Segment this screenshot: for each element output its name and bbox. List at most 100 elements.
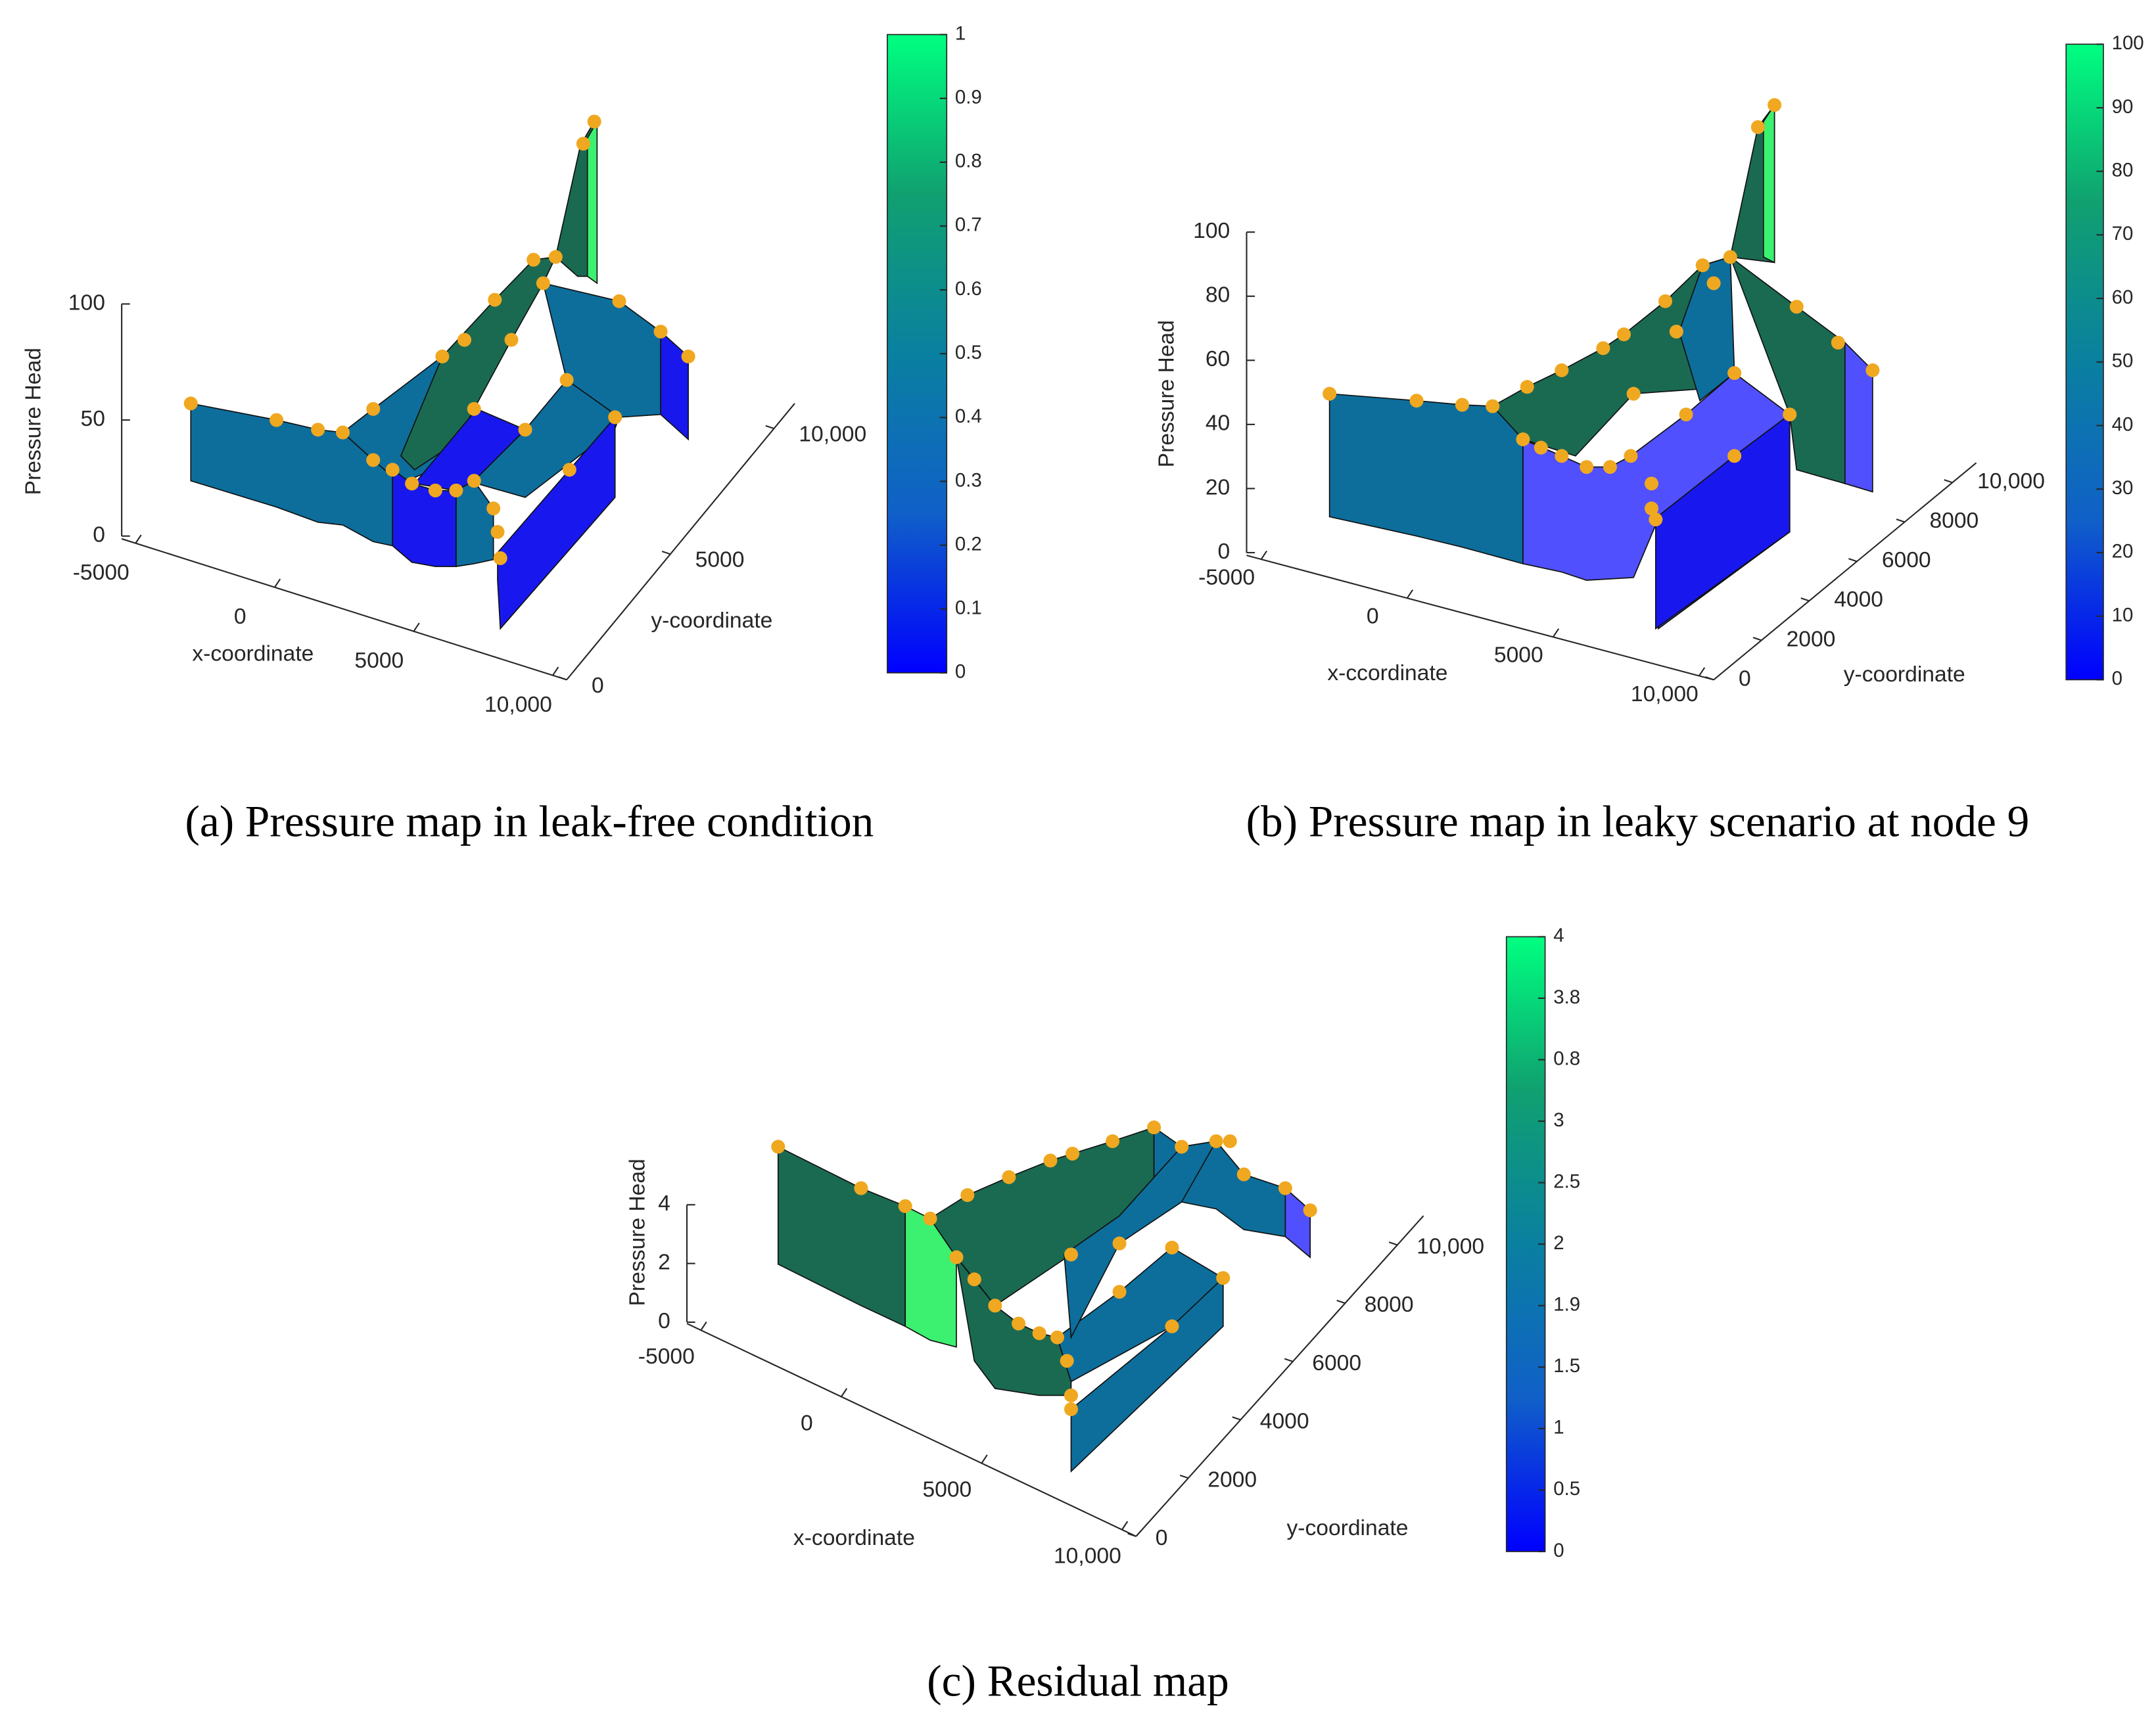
x-axis-label: x-coordinate: [192, 641, 314, 666]
colorbar-tick-label: 1: [1553, 1417, 1564, 1439]
y-tick: [1284, 1358, 1294, 1362]
surface-c: [771, 1120, 1317, 1473]
x-tick-label: 10,000: [1054, 1544, 1121, 1569]
y-axis-label: y-coordinate: [1286, 1516, 1408, 1540]
y-tick-label: 10,000: [799, 423, 866, 447]
x-tick-label: 0: [801, 1411, 813, 1435]
colorbar-tick-label: 0.5: [955, 342, 982, 363]
y-tick-label: 2000: [1787, 627, 1836, 651]
y-axis: [1713, 462, 1977, 681]
z-tick-label: 20: [1206, 475, 1230, 499]
colorbar-tick-label: 50: [2112, 350, 2134, 372]
y-tick-label: 6000: [1882, 548, 1931, 572]
x-tick-label: 5000: [354, 649, 404, 673]
x-tick-label: -5000: [73, 561, 129, 585]
x-axis: [1246, 555, 1714, 681]
y-tick: [1336, 1299, 1346, 1304]
y-tick: [661, 551, 671, 555]
x-tick: [1121, 1521, 1129, 1531]
colorbar-tick-label: 30: [2112, 477, 2134, 499]
y-tick: [765, 425, 774, 430]
z-axis-label: Pressure Head: [22, 348, 46, 495]
colorbar-tick-label: 90: [2112, 96, 2134, 118]
colorbar-tick-label: 60: [2112, 287, 2134, 308]
colorbar-tick-label: 0.8: [955, 150, 982, 172]
colorbar-tick-label: 80: [2112, 159, 2134, 181]
x-tick: [841, 1388, 848, 1397]
x-tick: [981, 1454, 988, 1464]
surface-a: [183, 114, 695, 630]
y-tick-label: 0: [1156, 1526, 1168, 1550]
colorbar-tick-label: 0.7: [955, 214, 982, 236]
colorbar-tick-label: 0.3: [955, 469, 982, 491]
y-tick-label: 0: [1739, 666, 1751, 691]
x-tick-label: 5000: [1494, 643, 1543, 668]
z-tick-label: 4: [658, 1191, 670, 1216]
y-tick: [1848, 558, 1858, 563]
x-tick: [1552, 628, 1560, 637]
y-tick-label: 0: [592, 674, 604, 698]
z-axis-label: Pressure Head: [625, 1159, 649, 1306]
caption: (a) Pressure map in leak-free condition: [185, 797, 874, 846]
colorbar-tick-label: 0: [1553, 1540, 1564, 1561]
y-tick-label: 4000: [1260, 1410, 1309, 1434]
colorbar-tick-label: 70: [2112, 223, 2134, 244]
x-tick: [413, 622, 420, 632]
colorbar-tick-label: 10: [2112, 604, 2134, 626]
x-tick-label: 10,000: [484, 693, 552, 717]
colorbar-tick-label: 20: [2112, 541, 2134, 563]
colorbar-tick-label: 1: [955, 22, 966, 44]
y-tick-label: 5000: [695, 548, 745, 572]
x-tick-label: -5000: [638, 1345, 695, 1369]
panel: 020406080100-50000500010,000020004000600…: [1155, 32, 2144, 846]
x-tick-label: 10,000: [1631, 682, 1699, 706]
y-tick: [1127, 1532, 1137, 1537]
caption: (c) Residual map: [927, 1656, 1229, 1705]
x-tick: [1699, 667, 1706, 677]
y-tick-label: 10,000: [1417, 1235, 1484, 1259]
y-tick: [1705, 676, 1714, 681]
colorbar: [887, 34, 948, 674]
colorbar-tick-label: 0: [955, 661, 966, 683]
y-tick: [1232, 1416, 1241, 1421]
z-tick-label: 40: [1206, 411, 1230, 436]
colorbar-tick-label: 2: [1553, 1232, 1564, 1254]
x-tick: [135, 534, 142, 544]
z-tick-label: 0: [93, 523, 105, 547]
surface-b: [1323, 98, 1880, 630]
y-tick: [1896, 518, 1905, 523]
x-axis-label: x-coordinate: [793, 1526, 915, 1550]
z-tick-label: 50: [81, 407, 105, 431]
y-axis-label: y-coordinate: [1844, 662, 1965, 687]
y-tick-label: 4000: [1834, 587, 1883, 612]
x-tick-label: -5000: [1198, 565, 1255, 589]
x-tick-label: 0: [1367, 605, 1379, 629]
colorbar-tick-label: 0.2: [955, 533, 982, 555]
x-axis-label: x-ccordinate: [1327, 661, 1447, 685]
y-axis: [566, 403, 795, 681]
z-tick-label: 100: [68, 290, 105, 315]
x-tick-label: 0: [234, 605, 246, 629]
panel: 0 2 4 -5000 0 5000 10,000 0 2000 4000 6000 8000 10,0…: [625, 925, 1580, 1705]
colorbar-tick-label: 1.9: [1553, 1294, 1580, 1316]
z-tick-label: 2: [658, 1251, 670, 1275]
x-tick-label: 5000: [922, 1478, 972, 1502]
x-axis: [121, 538, 567, 681]
colorbar-tick-label: 40: [2112, 413, 2134, 435]
x-axis: [686, 1323, 1137, 1537]
x-tick: [552, 666, 559, 676]
colorbar-tick-label: 0.6: [955, 278, 982, 300]
x-tick: [273, 578, 281, 588]
colorbar-tick-label: 0.8: [1553, 1048, 1580, 1069]
y-tick-label: 2000: [1207, 1467, 1257, 1492]
y-axis-label: y-coordinate: [651, 609, 772, 633]
y-tick-label: 6000: [1312, 1351, 1361, 1375]
colorbar-tick-label: 3: [1553, 1109, 1564, 1131]
y-tick: [1179, 1474, 1189, 1479]
z-axis-label: Pressure Head: [1155, 320, 1179, 467]
y-tick: [1388, 1241, 1398, 1246]
y-tick: [558, 676, 567, 681]
colorbar-tick-label: 0.1: [955, 597, 982, 619]
colorbar-tick-label: 0: [2112, 668, 2122, 689]
